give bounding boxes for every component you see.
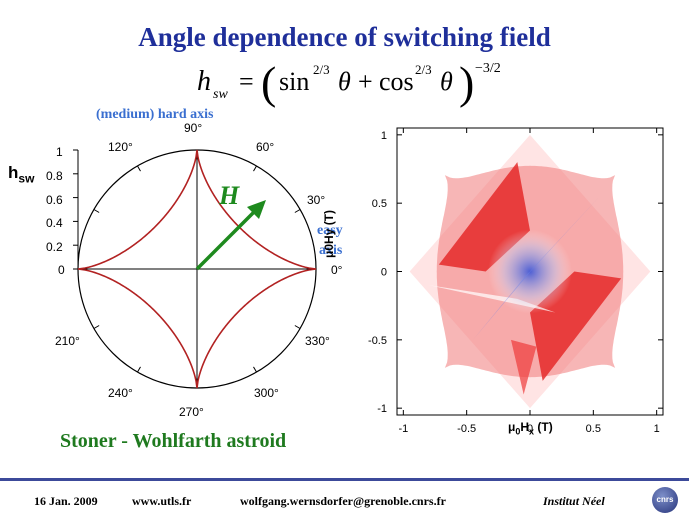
map-xlabel: μ0Hx (T) bbox=[508, 420, 553, 437]
map-ytick-label: -1 bbox=[377, 403, 387, 415]
formula-sin-power: 2/3 bbox=[313, 62, 330, 77]
easy-axis-label-line2: axis bbox=[319, 243, 343, 258]
map-red-spike bbox=[511, 339, 537, 395]
cnrs-logo: cnrs bbox=[652, 487, 678, 513]
map-xtick-label: -0.5 bbox=[457, 423, 476, 435]
r-tick-0: 0 bbox=[58, 263, 65, 277]
map-ytick-label: 0 bbox=[381, 267, 387, 279]
map-ylabel: μ0Hy (T) bbox=[322, 209, 336, 258]
formula-outer-power: −3/2 bbox=[475, 61, 501, 76]
map-xtick-label: 1 bbox=[654, 423, 660, 435]
formula-cos: cos bbox=[379, 67, 414, 96]
angle-90-label: 90° bbox=[184, 121, 203, 135]
map-ytick-label: 0.5 bbox=[372, 198, 387, 210]
footer-date: 16 Jan. 2009 bbox=[34, 494, 98, 508]
formula-sin: sin bbox=[279, 67, 309, 96]
map-ytick-label: 1 bbox=[381, 130, 387, 142]
map-xtick-label: -1 bbox=[398, 423, 408, 435]
r-tick-0.4: 0.4 bbox=[46, 216, 63, 230]
r-tick-0.2: 0.2 bbox=[46, 240, 63, 254]
angle-tick-300 bbox=[253, 366, 257, 373]
easy-axis-label-line1: easy bbox=[317, 223, 343, 238]
map-ytick-label: -0.5 bbox=[368, 335, 387, 347]
map-xtick-label: 0 bbox=[527, 423, 533, 435]
formula-open-paren: ( bbox=[261, 58, 276, 108]
angle-30-label: 30° bbox=[307, 193, 326, 207]
astroid-caption: Stoner - Wohlfarth astroid bbox=[60, 430, 287, 452]
angle-tick-210 bbox=[93, 325, 100, 329]
formula-cos-power: 2/3 bbox=[415, 62, 432, 77]
footer-institute: Institut Néel bbox=[543, 494, 605, 508]
angle-240-label: 240° bbox=[108, 386, 133, 400]
switching-field-formula: h sw = ( sin 2/3 θ + cos 2/3 θ ) −3/2 bbox=[197, 58, 501, 108]
map-xtick-label: 0.5 bbox=[586, 423, 601, 435]
map-blue-core bbox=[488, 229, 572, 314]
formula-close-paren: ) bbox=[459, 58, 474, 108]
hard-axis-label: (medium) hard axis bbox=[96, 107, 214, 122]
angle-tick-150 bbox=[93, 209, 100, 213]
angle-270-label: 270° bbox=[179, 405, 204, 419]
angle-tick-120 bbox=[137, 165, 141, 172]
footer-email: wolfgang.wernsdorfer@grenoble.cnrs.fr bbox=[240, 494, 446, 508]
angle-tick-330 bbox=[294, 325, 301, 329]
hsw-axis-label: hsw bbox=[8, 163, 35, 186]
field-arrow-head bbox=[247, 200, 266, 219]
r-tick-0.6: 0.6 bbox=[46, 193, 63, 207]
formula-lhs-sub: sw bbox=[213, 87, 228, 102]
footer-website: www.utls.fr bbox=[132, 494, 192, 508]
formula-equals: = bbox=[239, 67, 254, 96]
r-tick-0.8: 0.8 bbox=[46, 169, 63, 183]
angle-210-label: 210° bbox=[55, 334, 80, 348]
angle-300-label: 300° bbox=[254, 386, 279, 400]
switching-field-map: -1 -0.5 0 0.5 1 1 0.5 0 -0.5 -1 bbox=[368, 127, 664, 435]
footer-divider bbox=[0, 478, 689, 481]
angle-0-label: 0° bbox=[331, 263, 343, 277]
r-tick-1: 1 bbox=[56, 145, 63, 159]
angle-60-label: 60° bbox=[256, 140, 275, 154]
slide-title: Angle dependence of switching field bbox=[138, 22, 551, 52]
angle-120-label: 120° bbox=[108, 140, 133, 154]
field-arrow-shaft bbox=[195, 208, 258, 271]
angle-tick-60 bbox=[253, 165, 257, 172]
map-content bbox=[409, 134, 651, 409]
formula-theta-2: θ bbox=[440, 67, 453, 96]
formula-lhs: h bbox=[197, 66, 211, 97]
field-arrow-label: H bbox=[218, 181, 240, 210]
formula-plus: + bbox=[358, 67, 373, 96]
angle-tick-240 bbox=[137, 366, 141, 373]
angle-330-label: 330° bbox=[305, 334, 330, 348]
angle-tick-30 bbox=[294, 209, 301, 213]
astroid-curve bbox=[77, 149, 317, 389]
formula-theta-1: θ bbox=[338, 67, 351, 96]
